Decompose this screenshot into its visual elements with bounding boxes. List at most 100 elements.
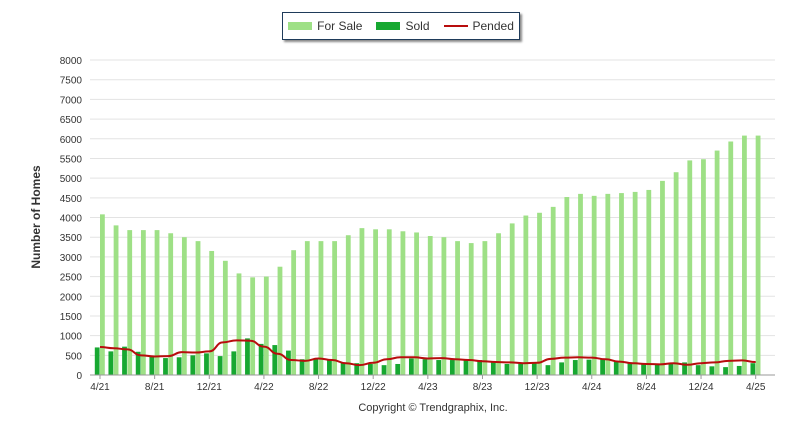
legend-label-for-sale: For Sale	[317, 19, 363, 33]
for-sale-bar	[209, 250, 215, 375]
sold-bar	[163, 358, 168, 375]
sold-bar	[422, 359, 428, 375]
sold-bar	[641, 363, 646, 375]
for-sale-bar	[222, 260, 228, 375]
x-tick-label: 12/23	[525, 382, 550, 393]
for-sale-bar	[373, 229, 378, 375]
y-tick-label: 2500	[60, 273, 83, 284]
sold-bar	[258, 343, 264, 375]
sold-bar	[600, 359, 606, 375]
for-sale-bar	[359, 228, 365, 375]
sold-bar	[149, 356, 155, 375]
y-tick-label: 4000	[60, 214, 83, 225]
sold-bar	[286, 350, 291, 375]
sold-bar	[682, 362, 687, 375]
y-tick-label: 1000	[60, 332, 83, 343]
pended-series-line	[99, 339, 756, 367]
for-sale-bar	[496, 233, 501, 375]
for-sale-bar	[181, 237, 187, 375]
for-sale-bar	[100, 214, 105, 375]
y-axis-ticks: 0 500 1000 1500 2000 2500 3000 3500 4000 4500 5000…	[60, 56, 83, 382]
sold-bar	[654, 363, 660, 375]
for-sale-bar	[304, 241, 310, 375]
for-sale-bar	[414, 232, 419, 375]
y-tick-label: 5500	[60, 154, 83, 165]
y-tick-label: 8000	[60, 56, 83, 67]
sold-bar	[709, 366, 715, 375]
sold-bar	[381, 365, 387, 375]
y-tick-label: 3000	[60, 253, 83, 264]
sold-bar	[217, 356, 223, 375]
y-tick-label: 1500	[60, 312, 83, 323]
for-sale-bar	[400, 231, 406, 375]
sold-bar	[245, 338, 250, 375]
copyright-text: Copyright © Trendgraphix, Inc.	[358, 402, 508, 414]
for-sale-bar	[564, 197, 570, 375]
sold-bar	[354, 363, 360, 375]
pended-swatch-icon	[443, 25, 468, 27]
for-sale-bar	[701, 159, 706, 375]
for-sale-bar	[742, 135, 747, 375]
x-tick-label: 8/24	[637, 382, 657, 393]
sold-bar	[449, 360, 455, 375]
sold-bar	[176, 357, 182, 375]
for-sale-bar	[291, 250, 297, 375]
for-sale-bar	[113, 225, 119, 375]
for-sale-bar	[195, 241, 201, 375]
legend-label-sold: Sold	[405, 19, 430, 33]
sold-bar	[736, 365, 742, 375]
for-sale-bar	[482, 241, 488, 375]
for-sale-bar	[714, 150, 720, 375]
y-tick-label: 6000	[60, 135, 83, 146]
for-sale-bar	[455, 241, 460, 375]
for-sale-bar	[277, 266, 283, 375]
for-sale-bar	[755, 135, 761, 375]
for-sale-swatch-icon	[288, 22, 313, 30]
sold-bar	[135, 351, 141, 375]
for-sale-bar	[687, 160, 693, 375]
x-axis: 4/21 8/21 12/21 4/22 8/22 12/22 4/23 8/23 12/23 4…	[90, 374, 775, 393]
for-sale-bar	[619, 193, 624, 375]
for-sale-bar	[605, 193, 611, 375]
sold-bar	[204, 353, 209, 375]
x-tick-label: 8/23	[473, 382, 493, 393]
sold-bar	[750, 363, 756, 375]
for-sale-bar	[318, 241, 324, 375]
sold-bar	[395, 363, 401, 375]
for-sale-bar	[263, 276, 269, 375]
legend-item-pended[interactable]: Pended	[443, 19, 514, 33]
x-tick-label: 12/21	[197, 382, 222, 393]
y-tick-label: 4500	[60, 194, 83, 205]
legend: For Sale Sold Pended	[282, 12, 520, 40]
sold-bar	[504, 363, 510, 375]
y-tick-label: 6500	[60, 115, 83, 126]
sold-bar	[94, 347, 100, 375]
x-tick-label: 4/21	[90, 382, 110, 393]
legend-item-sold[interactable]: Sold	[376, 19, 430, 33]
sold-bar	[436, 360, 442, 375]
sold-bar	[313, 358, 319, 375]
y-tick-label: 7000	[60, 95, 83, 106]
sold-bar	[122, 346, 127, 375]
sold-bar	[668, 363, 674, 375]
sold-bar	[531, 363, 537, 375]
x-tick-label: 12/22	[361, 382, 386, 393]
pended-line	[99, 339, 756, 367]
x-tick-label: 8/21	[145, 382, 165, 393]
for-sale-bar	[523, 215, 529, 375]
sold-bar	[108, 351, 114, 375]
for-sale-bar	[673, 172, 679, 375]
y-tick-label: 7500	[60, 76, 83, 87]
for-sale-bar	[632, 191, 638, 375]
for-sale-bar	[332, 241, 338, 375]
for-sale-bars	[100, 135, 761, 375]
sold-bar	[545, 365, 551, 375]
for-sale-bar	[127, 230, 133, 375]
for-sale-bar	[168, 233, 174, 375]
sold-bar	[190, 355, 196, 375]
legend-item-for-sale[interactable]: For Sale	[288, 19, 362, 33]
for-sale-bar	[660, 180, 665, 375]
x-tick-label: 4/24	[582, 382, 602, 393]
y-tick-label: 500	[65, 351, 82, 362]
